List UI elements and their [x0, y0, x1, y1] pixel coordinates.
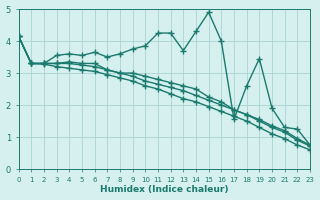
- X-axis label: Humidex (Indice chaleur): Humidex (Indice chaleur): [100, 185, 228, 194]
